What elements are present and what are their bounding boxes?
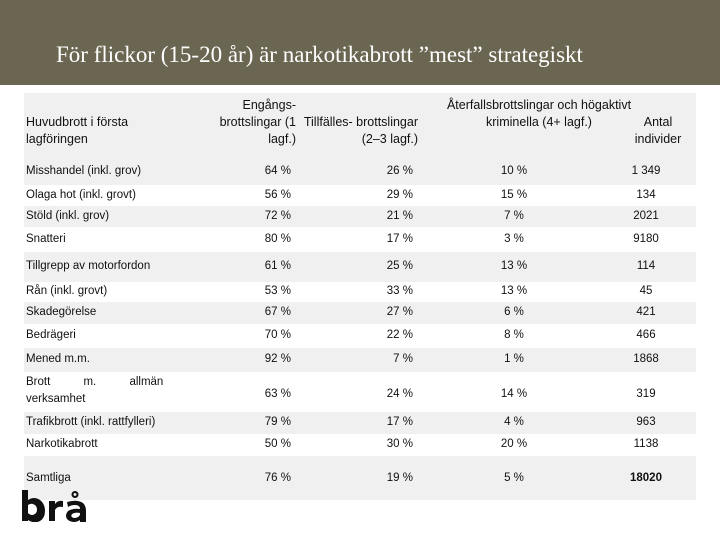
- row-crime: Narkotikabrott: [26, 438, 98, 450]
- row-repeat: 3 %: [504, 233, 524, 245]
- header-one-time: Engångs- brottslingar (1 lagf.): [219, 98, 296, 146]
- row-crime: Skadegörelse: [26, 306, 97, 318]
- row-count: 114: [636, 260, 656, 272]
- bra-logo: [22, 490, 86, 522]
- row-crime: Rån (inkl. grovt): [26, 285, 108, 297]
- table-row: Misshandel (inkl. grov) 64 % 26 % 10 % 1 349: [24, 158, 696, 185]
- row-crime: Tillgrepp av motorfordon: [26, 260, 151, 272]
- header-main-crime: Huvudbrott i första lagföringen: [26, 115, 129, 146]
- row-count: 2021: [633, 210, 659, 222]
- crime-table: Huvudbrott i första lagföringen Engångs-…: [24, 93, 696, 500]
- row-count: 134: [636, 189, 656, 201]
- row-repeat: 1 %: [504, 353, 524, 365]
- row-occasional: 21 %: [386, 210, 413, 222]
- header-count: Antal individer: [634, 115, 682, 146]
- row-one-time: 80 %: [264, 233, 291, 245]
- row-crime: Stöld (inkl. grov): [26, 210, 110, 222]
- slide-title: För flickor (15-20 år) är narkotikabrott…: [56, 42, 583, 67]
- row-repeat: 8 %: [504, 329, 524, 341]
- table-row: Rån (inkl. grovt) 53 % 33 % 13 % 45: [24, 282, 696, 302]
- row-one-time: 56 %: [264, 189, 291, 201]
- row-count: 1 349: [631, 165, 661, 177]
- row-count: 45: [639, 285, 653, 297]
- row-count: 9180: [633, 233, 659, 245]
- row-repeat: 14 %: [500, 388, 528, 400]
- row-count: 466: [636, 329, 656, 341]
- row-one-time: 64 %: [264, 165, 291, 177]
- row-one-time: 72 %: [264, 210, 291, 222]
- header-repeat: Återfallsbrottslingar och högaktivt krim…: [446, 98, 632, 129]
- row-repeat: 10 %: [500, 165, 528, 177]
- row-repeat: 13 %: [500, 260, 528, 272]
- table-row: Bedrägeri 70 % 22 % 8 % 466: [24, 324, 696, 348]
- row-occasional: 27 %: [386, 306, 413, 318]
- row-one-time: 67 %: [264, 306, 291, 318]
- row-repeat: 13 %: [500, 285, 528, 297]
- row-occasional: 19 %: [386, 472, 413, 484]
- row-occasional: 7 %: [393, 353, 413, 365]
- row-one-time: 53 %: [264, 285, 291, 297]
- table-row: Narkotikabrott 50 % 30 % 20 % 1138: [24, 434, 696, 456]
- row-one-time: 92 %: [264, 353, 291, 365]
- row-count: 421: [636, 306, 656, 318]
- row-repeat: 7 %: [504, 210, 524, 222]
- table-row: Olaga hot (inkl. grovt) 56 % 29 % 15 % 134: [24, 185, 696, 206]
- row-one-time: 61 %: [264, 260, 291, 272]
- row-occasional: 29 %: [386, 189, 413, 201]
- row-occasional: 25 %: [386, 260, 413, 272]
- row-crime: Samtliga: [26, 472, 71, 484]
- row-count: 1138: [633, 438, 659, 450]
- row-count: 963: [636, 416, 656, 428]
- table-row: Samtliga 76 % 19 % 5 % 18020: [24, 456, 696, 500]
- row-occasional: 22 %: [386, 329, 413, 341]
- row-one-time: 50 %: [264, 438, 291, 450]
- row-occasional: 33 %: [386, 285, 413, 297]
- table-row: Trafikbrott (inkl. rattfylleri) 79 % 17 % 4…: [24, 412, 696, 434]
- table-row: Tillgrepp av motorfordon 61 % 25 % 13 % 114: [24, 252, 696, 282]
- row-occasional: 24 %: [386, 388, 413, 400]
- row-crime: Olaga hot (inkl. grovt): [26, 189, 136, 201]
- table-row: Snatteri 80 % 17 % 3 % 9180: [24, 227, 696, 252]
- header-occasional: Tillfälles- brottslingar (2–3 lagf.): [303, 115, 418, 146]
- row-crime: Brott m. allmän verksamhet: [26, 376, 164, 405]
- table-body: Misshandel (inkl. grov) 64 % 26 % 10 % 1 349…: [24, 158, 696, 500]
- row-repeat: 4 %: [504, 416, 524, 428]
- row-repeat: 5 %: [504, 472, 524, 484]
- table-header: Huvudbrott i första lagföringen Engångs-…: [24, 93, 696, 158]
- row-crime: Snatteri: [26, 233, 66, 245]
- row-one-time: 79 %: [264, 416, 291, 428]
- row-one-time: 70 %: [264, 329, 291, 341]
- row-one-time: 76 %: [264, 472, 291, 484]
- row-occasional: 30 %: [386, 438, 413, 450]
- row-occasional: 26 %: [386, 165, 413, 177]
- row-crime: Misshandel (inkl. grov): [26, 165, 142, 177]
- table-row: Stöld (inkl. grov) 72 % 21 % 7 % 2021: [24, 206, 696, 227]
- row-count: 319: [636, 388, 656, 400]
- table-row: Skadegörelse 67 % 27 % 6 % 421: [24, 302, 696, 324]
- title-bar: För flickor (15-20 år) är narkotikabrott…: [0, 0, 720, 85]
- row-count: 1868: [633, 353, 659, 365]
- row-crime: Trafikbrott (inkl. rattfylleri): [26, 416, 156, 428]
- row-repeat: 6 %: [504, 306, 524, 318]
- row-crime: Mened m.m.: [26, 353, 90, 365]
- row-occasional: 17 %: [386, 233, 413, 245]
- row-occasional: 17 %: [386, 416, 413, 428]
- table-row: Brott m. allmän verksamhet 63 % 24 % 14 % 31…: [24, 372, 696, 412]
- row-repeat: 15 %: [500, 189, 528, 201]
- row-repeat: 20 %: [500, 438, 528, 450]
- row-count: 18020: [630, 472, 662, 484]
- row-one-time: 63 %: [264, 388, 291, 400]
- table-row: Mened m.m. 92 % 7 % 1 % 1868: [24, 348, 696, 372]
- row-crime: Bedrägeri: [26, 329, 76, 341]
